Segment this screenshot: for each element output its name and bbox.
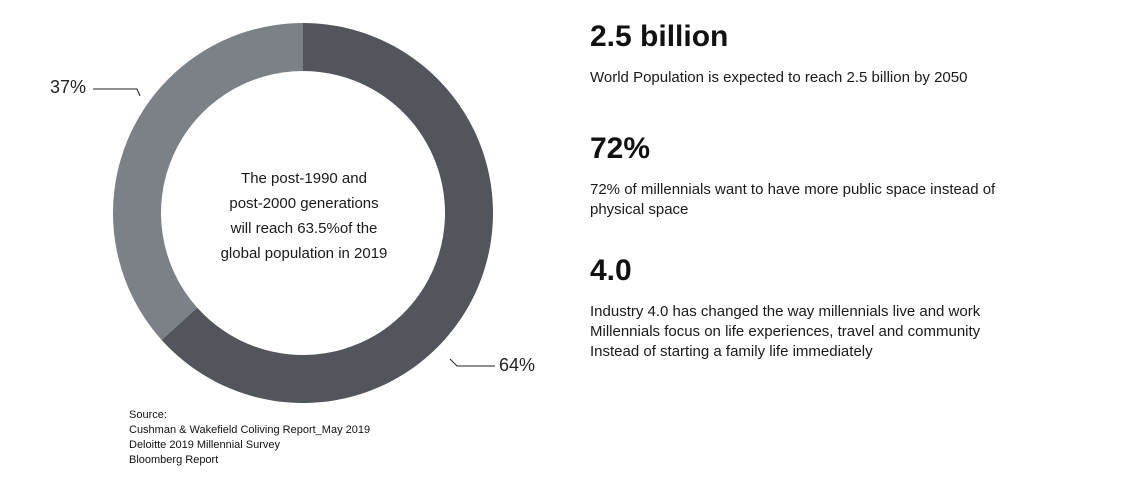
stat-description-line: World Population is expected to reach 2.…: [590, 69, 968, 86]
center-text-line: post-2000 generations: [229, 195, 379, 212]
stat-description-line: Industry 4.0 has changed the way millenn…: [590, 303, 981, 320]
stat-description: World Population is expected to reach 2.…: [590, 68, 1110, 88]
center-text-line: The post-1990 and: [241, 170, 367, 187]
center-text-line: will reach 63.5%of the: [230, 220, 378, 237]
stat-millennials-public-space: 72% 72% of millennials want to have more…: [590, 132, 1110, 220]
leader-line-37: [93, 88, 141, 97]
source-line: Cushman & Wakefield Coliving Report_May …: [129, 424, 371, 436]
stat-description-line: Instead of starting a family life immedi…: [590, 343, 873, 360]
source-heading: Source:: [129, 409, 167, 421]
center-text-line: global population in 2019: [220, 245, 388, 262]
donut-center-text: The post-1990 and post-2000 generations …: [196, 166, 412, 266]
donut-slice-37: [112, 23, 303, 340]
stat-description-line: Millennials focus on life experiences, t…: [590, 323, 981, 340]
stat-value: 2.5 billion: [590, 20, 729, 53]
stat-value: 72%: [590, 132, 651, 165]
stat-description-line: 72% of millennials want to have more pub…: [590, 181, 996, 198]
stat-description-line: physical space: [590, 201, 689, 218]
slice-label-64: 64%: [499, 355, 536, 375]
source-line: Bloomberg Report: [129, 454, 219, 466]
slice-label-37: 37%: [50, 77, 87, 97]
source-line: Deloitte 2019 Millennial Survey: [129, 439, 281, 451]
stat-description: Industry 4.0 has changed the way millenn…: [590, 302, 1110, 362]
stat-value: 4.0: [590, 254, 632, 287]
donut-slice-64: [161, 23, 494, 404]
stat-description: 72% of millennials want to have more pub…: [590, 180, 1110, 220]
stat-world-population: 2.5 billion World Population is expected…: [590, 20, 1110, 88]
donut-chart: [93, 23, 495, 404]
source-block: Source: Cushman & Wakefield Coliving Rep…: [129, 408, 370, 468]
leader-line-64: [449, 358, 495, 367]
stat-industry-4: 4.0 Industry 4.0 has changed the way mil…: [590, 254, 1110, 362]
